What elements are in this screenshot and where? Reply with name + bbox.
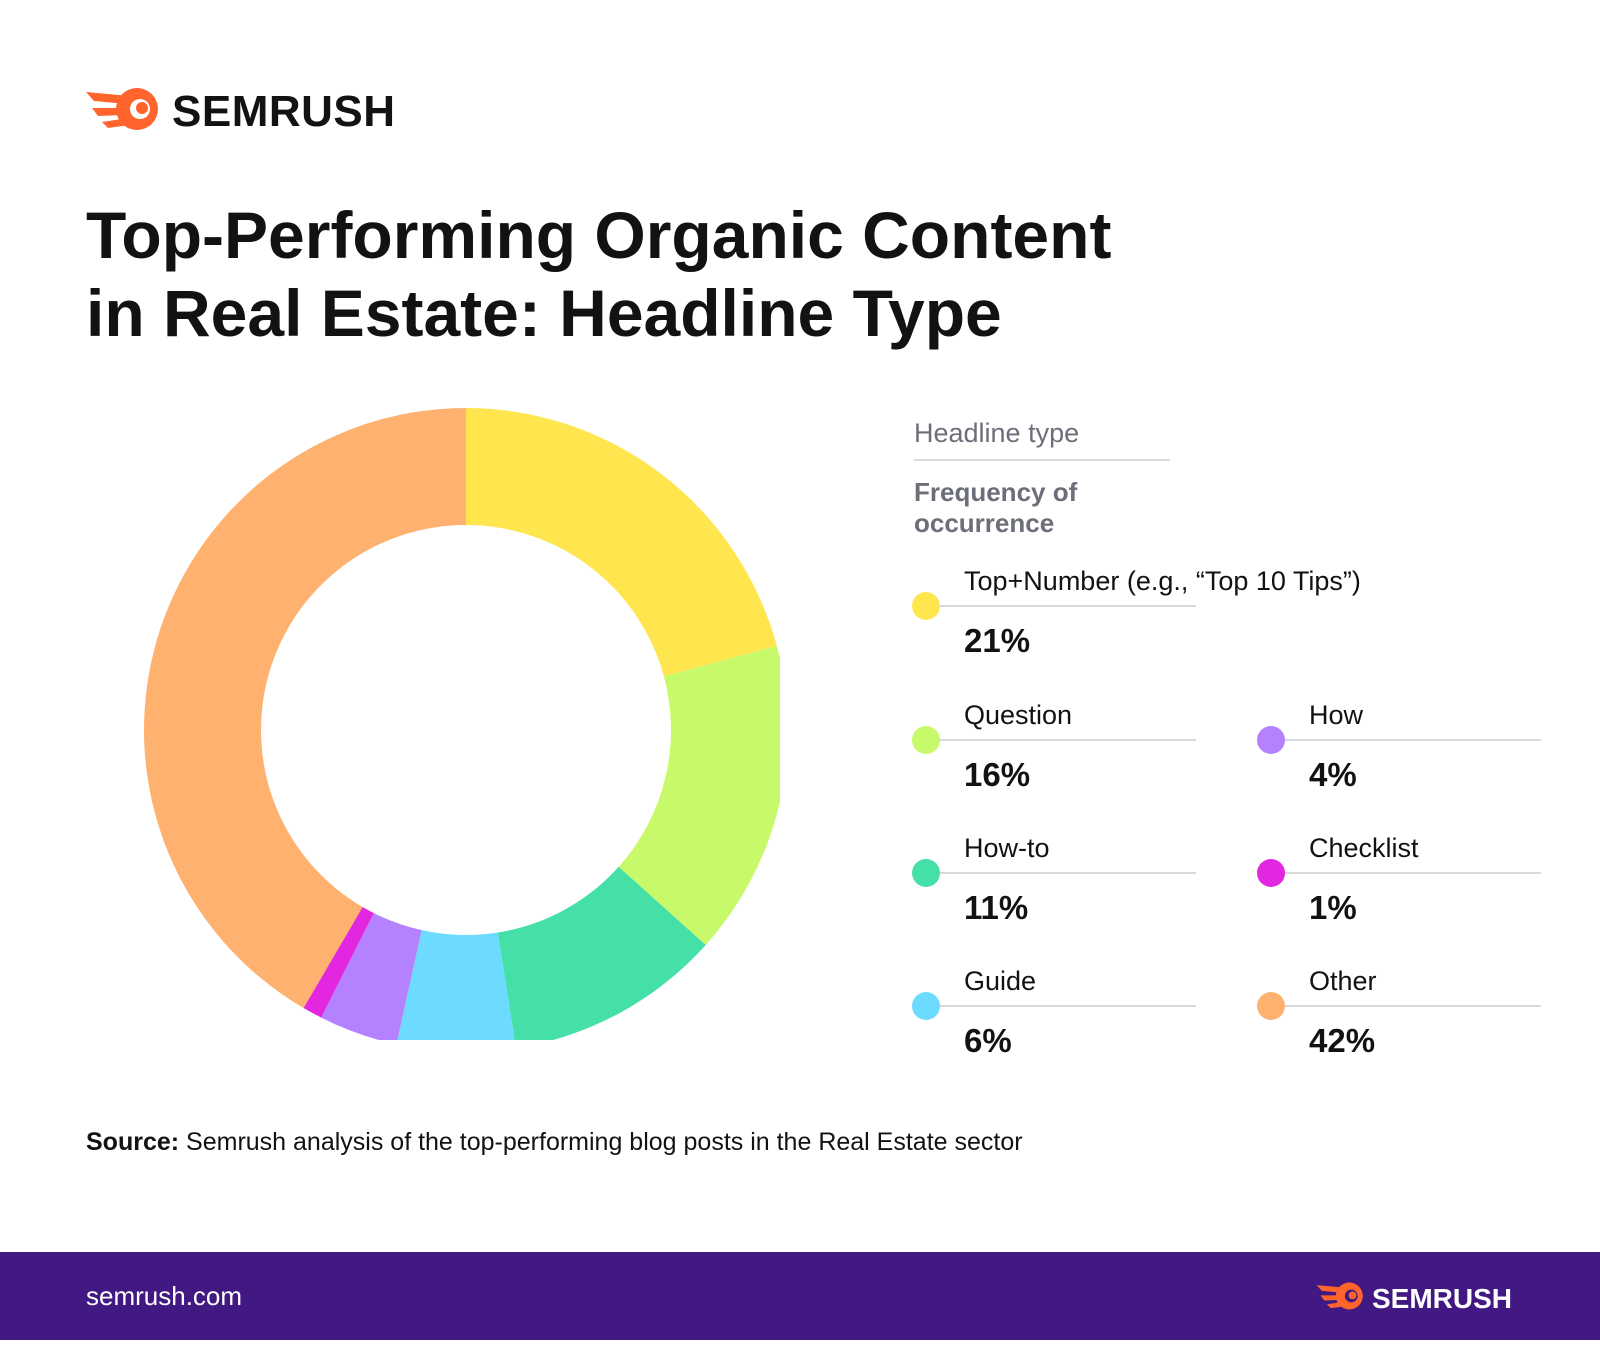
- donut-slice-question: [618, 645, 780, 945]
- legend-divider: [1285, 1005, 1541, 1007]
- legend-divider: [1285, 739, 1541, 741]
- source-prefix: Source:: [86, 1128, 180, 1156]
- semrush-wordmark: SEMRUSH: [172, 86, 396, 136]
- donut-slice-checklist: [303, 907, 374, 1018]
- legend-value: 11%: [964, 889, 1029, 926]
- legend-divider: [940, 1005, 1196, 1007]
- legend-label: How: [1309, 700, 1364, 730]
- legend-label: Guide: [964, 966, 1037, 996]
- legend-title: Headline type: [914, 418, 1170, 461]
- donut-slice-top-number: [466, 408, 777, 677]
- semrush-comet-icon: [86, 84, 162, 139]
- legend-divider: [940, 605, 1196, 607]
- legend-subtitle: Frequency of occurrence: [914, 477, 1078, 538]
- title-line-1: Top-Performing Organic Content: [86, 198, 1112, 272]
- legend-value: 4%: [1309, 756, 1357, 793]
- legend-label: Question: [964, 700, 1073, 730]
- legend-value: 42%: [1309, 1022, 1376, 1059]
- legend-dot-blue: [912, 992, 940, 1020]
- legend-dot-yellow: [912, 592, 940, 620]
- footer-url: semrush.com: [86, 1281, 243, 1311]
- legend-divider: [940, 739, 1196, 741]
- legend-value: 6%: [964, 1022, 1012, 1059]
- page-title: Top-Performing Organic Content in Real E…: [86, 196, 1286, 352]
- legend-divider: [1285, 872, 1541, 874]
- donut-slice-other: [144, 408, 466, 1009]
- donut-slice-how: [321, 913, 422, 1040]
- legend-label: Top+Number (e.g., “Top 10 Tips”): [964, 566, 1361, 596]
- legend-dot-magenta: [1257, 859, 1285, 887]
- legend-dot-purple: [1257, 726, 1285, 754]
- legend-label: How-to: [964, 833, 1050, 863]
- legend-label: Other: [1309, 966, 1377, 996]
- legend-dot-orange: [1257, 992, 1285, 1020]
- title-line-2: in Real Estate: Headline Type: [86, 276, 1002, 350]
- source-note: Source: Semrush analysis of the top-perf…: [86, 1128, 1023, 1157]
- semrush-logo: SEMRUSH: [86, 84, 396, 139]
- legend-dot-green: [912, 859, 940, 887]
- legend-value: 21%: [964, 622, 1031, 659]
- donut-slice-how-to: [497, 866, 706, 1040]
- legend-divider: [940, 872, 1196, 874]
- legend-header: Headline type Frequency of occurrence: [914, 418, 1170, 539]
- source-text: Semrush analysis of the top-performing b…: [179, 1128, 1023, 1156]
- legend-value: 1%: [1309, 889, 1357, 926]
- donut-chart: [144, 408, 780, 1040]
- donut-slice-guide: [397, 930, 515, 1040]
- footer-wordmark: SEMRUSH: [1371, 1282, 1512, 1314]
- legend-dot-lime: [912, 726, 940, 754]
- legend-label: Checklist: [1309, 833, 1419, 863]
- legend-value: 16%: [964, 756, 1031, 793]
- footer-logo: SEMRUSH: [1316, 1280, 1512, 1317]
- semrush-comet-icon: [1316, 1280, 1366, 1317]
